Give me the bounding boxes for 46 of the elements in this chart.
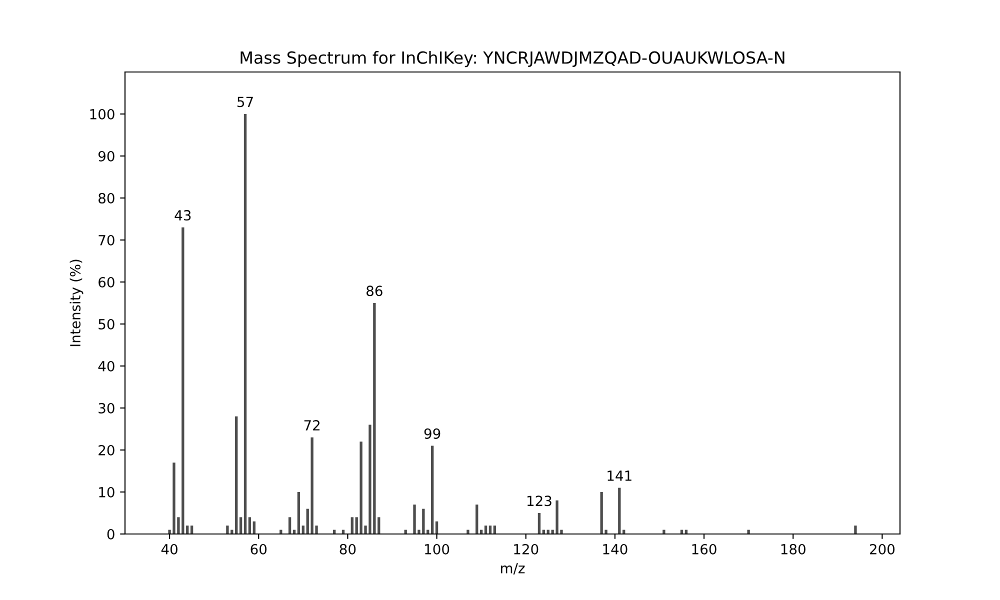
annotation: 72 (304, 420, 320, 430)
y-tick-label: 20 (98, 444, 114, 456)
y-axis-title: Intensity (%) (70, 260, 84, 346)
bar (239, 517, 242, 534)
x-tick-label: 60 (250, 544, 267, 554)
x-tick-label: 160 (692, 544, 716, 554)
bar (226, 526, 229, 534)
y-tick-label: 40 (98, 360, 114, 372)
annotation: 43 (174, 210, 191, 221)
x-tick-label: 80 (340, 544, 356, 554)
bar (662, 530, 666, 534)
chart-title: Mass Spectrum for InChIKey: YNCRJAWDJMZQAD-OUAUKWLOSA-N (240, 51, 784, 68)
bar (235, 416, 238, 534)
x-tick-label: 180 (781, 544, 806, 554)
x-tick-label: 100 (425, 544, 450, 554)
bar (538, 513, 541, 534)
y-tick-label: 90 (98, 150, 114, 162)
bar (288, 517, 292, 534)
annotation: 141 (608, 470, 632, 481)
bar (854, 526, 857, 534)
x-tick-label: 140 (603, 544, 628, 554)
bar (350, 517, 354, 534)
y-tick-label: 0 (107, 528, 114, 540)
y-tick-label: 60 (98, 276, 114, 288)
bar (747, 530, 750, 534)
y-tick-label: 70 (98, 234, 114, 246)
y-tick-label: 100 (90, 108, 114, 120)
bar (618, 488, 621, 534)
annotation: 86 (366, 286, 382, 296)
annotation: 123 (527, 496, 552, 506)
x-axis-title: m/z (501, 563, 525, 575)
bar (297, 492, 300, 534)
bar (476, 504, 478, 534)
x-tick-label: 40 (161, 544, 178, 554)
bar (466, 530, 470, 534)
y-tick-label: 80 (98, 192, 114, 204)
y-tick-label: 10 (99, 486, 114, 498)
bar (248, 517, 252, 534)
annotation: 99 (424, 428, 440, 439)
x-tick-label: 200 (870, 544, 895, 554)
annotation: 57 (237, 96, 253, 108)
x-tick-label: 120 (514, 544, 538, 554)
y-tick-label: 50 (98, 318, 114, 330)
bar (430, 446, 434, 534)
y-tick-label: 30 (98, 402, 114, 414)
bar (244, 114, 247, 534)
